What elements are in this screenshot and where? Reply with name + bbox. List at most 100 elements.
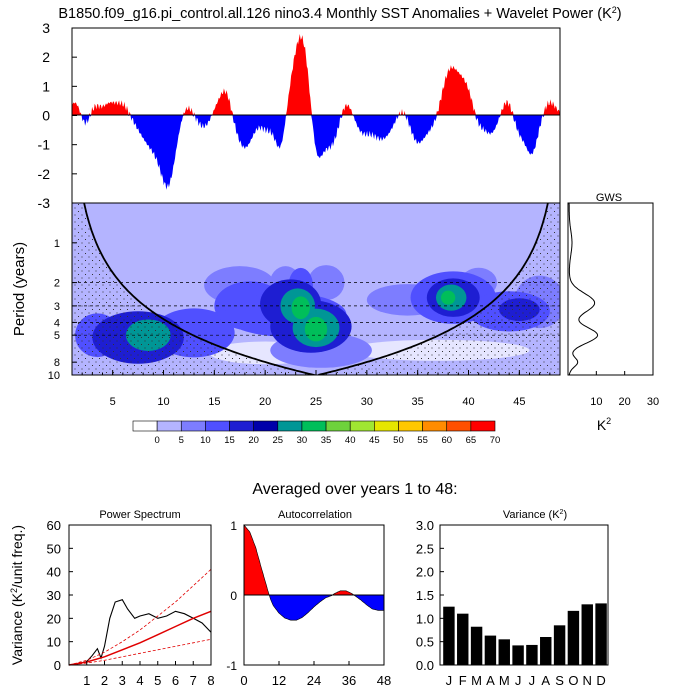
variance-y-tick-label: 3.0 — [416, 518, 434, 533]
colorbar-label: 15 — [224, 435, 235, 446]
month-label: J — [529, 673, 536, 688]
spectrum-line-spectrum — [68, 599, 212, 666]
spectrum-x-tick-label: 8 — [207, 673, 214, 688]
gws-panel: GWS 10 20 30 K2 — [567, 192, 659, 433]
year-tick-label: 35 — [412, 396, 424, 408]
variance-bar — [484, 635, 497, 665]
coi-stipple-right — [318, 203, 560, 375]
autocorrelation-x-tick-label: 24 — [307, 673, 321, 688]
spectrum-x-tick-label: 3 — [119, 673, 126, 688]
anomaly-y-axis: 3 2 1 0 -1 -2 -3 — [38, 20, 77, 211]
power-spectrum-title: Power Spectrum — [99, 509, 180, 521]
colorbar-swatch — [398, 420, 423, 432]
title-superscript: 2 — [612, 5, 617, 15]
month-label: J — [446, 673, 453, 688]
anomaly-y-tick-label: -1 — [38, 137, 51, 153]
anomaly-fill-layer — [72, 34, 560, 190]
spectrum-y-tick-label: 40 — [47, 565, 61, 580]
colorbar-swatch — [132, 420, 158, 432]
colorbar-label: 45 — [369, 435, 380, 446]
autocorrelation-title: Autocorrelation — [278, 509, 352, 521]
variance-title: Variance (K2) — [503, 509, 567, 521]
variance-bar — [581, 604, 593, 665]
gws-x-axis-label: K2 — [597, 416, 611, 433]
variance-bar — [443, 606, 455, 665]
power-spectrum-axes: 1 2 3 4 5 6 7 8 0 10 20 30 40 50 60 — [47, 518, 215, 688]
anomaly-y-tick-label: 1 — [42, 78, 50, 94]
month-label: A — [541, 673, 550, 688]
autocorrelation-negative-area — [244, 594, 385, 621]
variance-axes: J F M A M J J A S O N D0.00.51.01.52.02.53.0 — [416, 518, 606, 688]
month-label: S — [555, 673, 564, 688]
period-tick-label: 2 — [54, 278, 60, 290]
colorbar-label: 5 — [179, 435, 184, 446]
positive-anomaly-area — [72, 34, 560, 116]
spectrum-y-tick-label: 20 — [47, 611, 61, 626]
autocorrelation-positive-area — [243, 524, 384, 596]
spectrum-y-tick-label: 30 — [47, 588, 61, 603]
period-tick-label: 1 — [54, 238, 60, 250]
gws-tick-label: 20 — [619, 396, 631, 408]
variance-y-tick-label: 1.0 — [416, 611, 434, 626]
variance-y-tick-label: 0.5 — [416, 635, 434, 650]
variance-y-tick-label: 0.0 — [416, 658, 434, 673]
anomaly-y-tick-label: 0 — [42, 108, 50, 124]
gws-plot-frame — [567, 202, 654, 376]
month-label: M — [471, 673, 482, 688]
spectrum-x-tick-label: 4 — [136, 673, 143, 688]
autocorrelation-y-tick-label: 1 — [230, 519, 237, 533]
power-contour — [291, 296, 310, 320]
variance-bar — [540, 637, 552, 665]
colorbar-label: 0 — [154, 435, 159, 446]
spectrum-y-tick-label: 0 — [54, 658, 61, 673]
spectrum-y-tick-label: 50 — [47, 541, 61, 556]
colorbar-swatch — [349, 420, 375, 432]
colorbar-label: 60 — [441, 435, 452, 446]
spectrum-x-tick-label: 5 — [154, 673, 161, 688]
negative-anomaly-area — [72, 115, 560, 190]
spectrum-x-tick-label: 2 — [101, 673, 108, 688]
colorbar-swatch — [253, 420, 279, 432]
averaged-heading: Averaged over years 1 to 48: — [252, 481, 457, 498]
gws-title: GWS — [596, 192, 622, 204]
variance-y-tick-label: 2.5 — [416, 541, 434, 556]
main-title: B1850.f09_g16.pi_control.all.126 nino3.4… — [58, 5, 621, 22]
power-contour — [441, 290, 456, 305]
variance-panel: Variance (K2) J F M A M J J A S O N D0.00.51.01.52.… — [416, 509, 609, 688]
period-tick-label: 4 — [54, 317, 60, 329]
colorbar-swatch — [374, 420, 399, 432]
anomaly-y-tick-label: 2 — [42, 49, 50, 65]
variance-bars — [443, 603, 607, 665]
colorbar-swatch — [325, 420, 351, 432]
spectrum-x-tick-label: 6 — [172, 673, 179, 688]
power-spectrum-lines — [68, 569, 212, 666]
colorbar-swatch — [205, 420, 230, 432]
month-label: N — [583, 673, 592, 688]
variance-y-tick-label: 1.5 — [416, 588, 434, 603]
autocorrelation-x-tick-label: 0 — [240, 673, 247, 688]
month-label: F — [459, 673, 467, 688]
spectrum-x-tick-label: 1 — [83, 673, 90, 688]
autocorrelation-x-tick-label: 36 — [342, 673, 356, 688]
spectrum-line-red-noise — [68, 610, 212, 666]
power-spectrum-y-label: Variance (K2/unit freq.) — [9, 525, 25, 665]
colorbar-label: 65 — [466, 435, 477, 446]
spectrum-x-tick-label: 7 — [190, 673, 197, 688]
anomaly-y-tick-label: -3 — [38, 195, 51, 211]
spectrum-line-upper-bound — [68, 569, 212, 666]
coi-stipple-left — [72, 203, 316, 375]
variance-bar — [470, 626, 483, 665]
colorbar-swatch — [277, 420, 303, 432]
gws-tick-label: 10 — [590, 396, 602, 408]
colorbar-swatch — [422, 420, 448, 432]
variance-bar — [595, 603, 607, 665]
autocorrelation-y-tick-label: 0 — [230, 589, 237, 603]
anomaly-y-tick-label: 3 — [42, 20, 50, 36]
autocorrelation-x-tick-label: 12 — [272, 673, 286, 688]
year-tick-label: 15 — [208, 396, 220, 408]
colorbar-label: 50 — [393, 435, 404, 446]
power-spectrum-panel: Power Spectrum 1 2 3 4 5 6 7 8 0 10 20 30 40 50 60 Var… — [9, 509, 215, 688]
